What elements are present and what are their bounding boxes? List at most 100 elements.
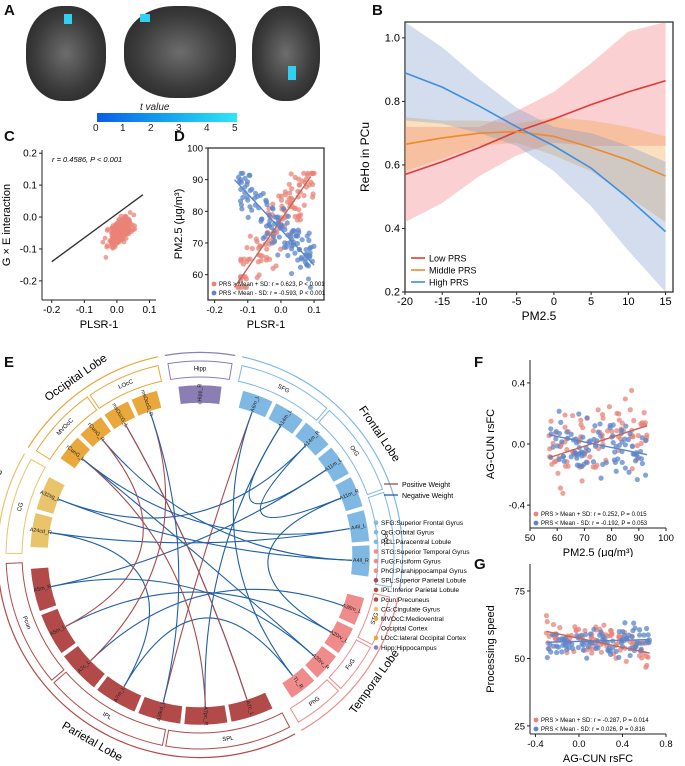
abbreviation-text: Pcun:Precuneus: [381, 597, 430, 604]
x-tick-label: 70: [579, 533, 590, 544]
data-point: [607, 422, 613, 429]
brain-axial-slice: [252, 6, 320, 101]
subregion-label: FuG: [345, 658, 357, 671]
subregion-box: [53, 671, 167, 746]
abbreviation-marker: [373, 558, 379, 564]
data-point: [645, 654, 651, 660]
data-point: [549, 461, 555, 467]
subregion-label: Pcun: [21, 615, 32, 630]
legend-label: Low PRS: [429, 254, 467, 264]
negative-weight-link: [81, 458, 350, 535]
data-point: [100, 239, 106, 245]
data-point: [544, 654, 550, 661]
negative-weight-link: [267, 497, 342, 633]
node-segment: [96, 675, 142, 713]
data-point: [272, 238, 278, 244]
x-tick-label: 0.4: [616, 739, 629, 750]
x-tick-label: 80: [606, 533, 617, 544]
activation-cluster: [64, 14, 72, 24]
data-point: [631, 620, 637, 626]
data-point: [119, 222, 125, 228]
y-tick-label: 0.1: [23, 181, 37, 192]
data-point: [295, 233, 301, 239]
data-point: [556, 456, 562, 463]
data-point: [548, 418, 554, 424]
subregion-box: [237, 365, 328, 422]
data-point: [299, 237, 305, 243]
data-point: [301, 192, 307, 199]
data-point: [579, 478, 585, 484]
data-point: [103, 254, 109, 260]
data-point: [560, 490, 566, 496]
chart-g: -0.4 0.0 0.4 0.8 25 50 75 AG-CUN rsFC Processing…: [485, 564, 673, 765]
node-segment: [40, 608, 77, 654]
data-point: [622, 620, 628, 626]
y-tick-label: 90: [192, 175, 203, 186]
node-label: A7c_L: [244, 700, 254, 716]
node-segment: [183, 704, 229, 726]
legend-marker: [211, 281, 217, 287]
node-segment: [237, 390, 274, 419]
data-point: [310, 194, 316, 200]
data-point: [275, 252, 281, 258]
data-point: [543, 613, 550, 619]
data-point: [550, 444, 556, 450]
colorbar-tick: 1: [120, 123, 126, 134]
data-point: [580, 425, 586, 431]
data-point: [580, 434, 586, 440]
brain-coronal-slice: [26, 6, 106, 101]
subregion-box: [167, 360, 233, 381]
y-axis-label: Processing speed: [485, 605, 497, 692]
data-point: [616, 628, 622, 635]
data-point: [113, 222, 119, 228]
abbreviation-marker: [373, 549, 379, 554]
legend-marker: [211, 290, 217, 296]
data-point: [243, 284, 250, 290]
data-point: [305, 170, 311, 176]
x-tick-label: 5: [588, 296, 594, 308]
data-point: [306, 230, 312, 236]
node-segment: [317, 446, 350, 483]
fit-line-0: [233, 176, 312, 288]
data-point: [616, 411, 622, 417]
fit-line-1: [546, 638, 650, 643]
data-point: [307, 284, 314, 290]
data-point: [576, 411, 582, 417]
plot-frame: [404, 21, 674, 293]
legend-label: High PRS: [429, 278, 469, 288]
data-point: [613, 648, 619, 654]
colorbar-label: t value: [140, 102, 170, 113]
data-point: [294, 217, 300, 223]
abbreviation-marker: [373, 587, 379, 593]
data-point: [548, 426, 554, 432]
fit-line-0: [548, 425, 648, 459]
data-point: [635, 432, 641, 439]
data-point: [595, 429, 601, 435]
data-point: [591, 626, 597, 632]
node-segment: [63, 645, 106, 689]
data-point: [276, 234, 282, 240]
subregion-box: [165, 712, 291, 750]
x-tick-label: -0.2: [206, 305, 222, 316]
negative-weight-link: [51, 578, 315, 657]
positive-weight-link: [65, 438, 144, 627]
panel-label-e: E: [4, 354, 15, 371]
x-tick-label: 100: [658, 533, 674, 544]
data-point: [616, 417, 622, 423]
data-point: [600, 634, 606, 640]
data-point: [278, 197, 285, 203]
positive-weight-link: [81, 458, 206, 707]
abbreviation-text: PCL:Paracentral Lobule: [381, 539, 451, 546]
subregion-label: IPL: [101, 712, 112, 722]
data-point: [310, 181, 316, 187]
abbreviation-text: MVOcC:Medioventral: [381, 616, 444, 623]
node-segment: [30, 566, 58, 612]
data-point: [616, 654, 622, 660]
data-point: [292, 174, 298, 181]
data-point: [119, 219, 124, 225]
data-point: [627, 407, 633, 413]
data-point: [276, 193, 282, 199]
node-segment: [177, 384, 223, 405]
data-point: [598, 433, 604, 439]
y-tick-label: 25: [514, 721, 525, 732]
